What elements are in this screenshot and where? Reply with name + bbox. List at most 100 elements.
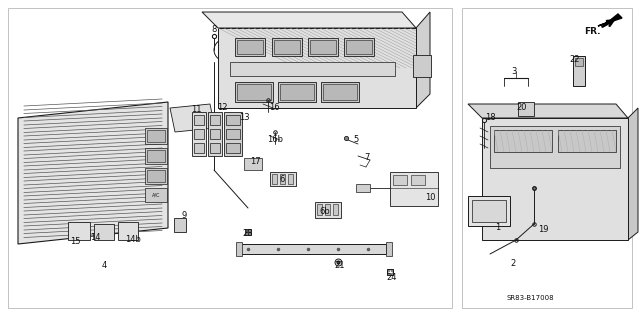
Bar (575, 58, 583, 66)
Bar (237, 84, 271, 100)
Bar (210, 143, 220, 153)
Bar (344, 38, 374, 56)
Bar (194, 115, 204, 125)
Bar (145, 128, 167, 144)
Polygon shape (170, 104, 215, 132)
Text: 6: 6 (279, 175, 285, 184)
Bar (237, 40, 263, 54)
Bar (315, 202, 341, 218)
Bar (192, 112, 206, 156)
Bar (494, 130, 552, 152)
Polygon shape (482, 118, 628, 240)
Bar (94, 224, 114, 240)
Bar (310, 40, 336, 54)
Text: 5: 5 (353, 136, 358, 145)
Text: 7: 7 (364, 153, 370, 162)
Bar (218, 28, 416, 108)
Polygon shape (416, 12, 430, 108)
Text: 14: 14 (90, 234, 100, 242)
Bar (235, 38, 265, 56)
Bar (272, 174, 277, 184)
Polygon shape (18, 102, 168, 244)
Bar (145, 188, 167, 202)
Text: 10: 10 (425, 194, 435, 203)
Bar (230, 62, 395, 76)
Bar (278, 82, 316, 102)
Bar (235, 82, 273, 102)
Bar (321, 82, 359, 102)
Text: 19: 19 (538, 226, 548, 234)
Bar (468, 196, 510, 226)
Bar (68, 222, 90, 240)
Polygon shape (468, 104, 628, 118)
Text: A/C: A/C (152, 192, 160, 197)
Bar (8, 8, 452, 308)
Text: 21: 21 (335, 262, 345, 271)
Text: 9: 9 (181, 211, 187, 219)
Bar (288, 174, 293, 184)
Bar (210, 129, 220, 139)
Bar (210, 115, 220, 125)
Bar (518, 102, 534, 116)
Bar (194, 129, 204, 139)
Text: 18: 18 (484, 114, 495, 122)
Bar (145, 168, 167, 184)
Bar (558, 130, 616, 152)
Text: 16: 16 (269, 103, 279, 113)
Bar (174, 218, 186, 232)
Text: 1: 1 (495, 224, 500, 233)
Bar (145, 148, 167, 164)
Bar (238, 244, 386, 254)
Text: 11: 11 (191, 106, 201, 115)
Bar (118, 222, 138, 240)
Bar (244, 158, 262, 170)
Bar (462, 8, 632, 308)
Text: FR.: FR. (584, 27, 600, 36)
Bar (194, 143, 204, 153)
Bar (147, 150, 165, 162)
Bar (226, 115, 240, 125)
Bar (413, 55, 431, 77)
Text: 6b: 6b (319, 207, 330, 217)
Bar (317, 204, 322, 215)
Bar (346, 40, 372, 54)
Bar (208, 112, 222, 156)
Text: 22: 22 (570, 56, 580, 64)
Text: 15: 15 (70, 238, 80, 247)
Text: 3: 3 (511, 68, 516, 77)
Text: 13: 13 (239, 114, 250, 122)
Polygon shape (202, 12, 416, 28)
Bar (147, 130, 165, 142)
Polygon shape (628, 108, 638, 240)
Bar (356, 184, 370, 192)
Text: 2: 2 (510, 259, 516, 269)
Text: 14b: 14b (125, 235, 141, 244)
Bar (280, 84, 314, 100)
Bar (226, 129, 240, 139)
Bar (472, 200, 506, 222)
Bar (274, 40, 300, 54)
Bar (411, 175, 425, 185)
Bar (390, 172, 438, 206)
Text: 16b: 16b (267, 136, 283, 145)
Text: 17: 17 (250, 158, 260, 167)
Text: SR83-B17008: SR83-B17008 (506, 295, 554, 301)
Polygon shape (598, 14, 622, 26)
Bar (325, 204, 330, 215)
Bar (224, 112, 242, 156)
Bar (490, 126, 620, 168)
Bar (573, 56, 585, 86)
Bar (333, 204, 338, 215)
Bar (147, 170, 165, 182)
Text: 8: 8 (211, 26, 217, 34)
Bar (272, 38, 302, 56)
Bar (280, 174, 285, 184)
Text: 12: 12 (217, 103, 227, 113)
Bar (308, 38, 338, 56)
Text: 23: 23 (243, 228, 253, 238)
Bar (393, 175, 407, 185)
Bar (323, 84, 357, 100)
Text: 4: 4 (101, 262, 107, 271)
Text: 20: 20 (516, 103, 527, 113)
Bar (386, 242, 392, 256)
